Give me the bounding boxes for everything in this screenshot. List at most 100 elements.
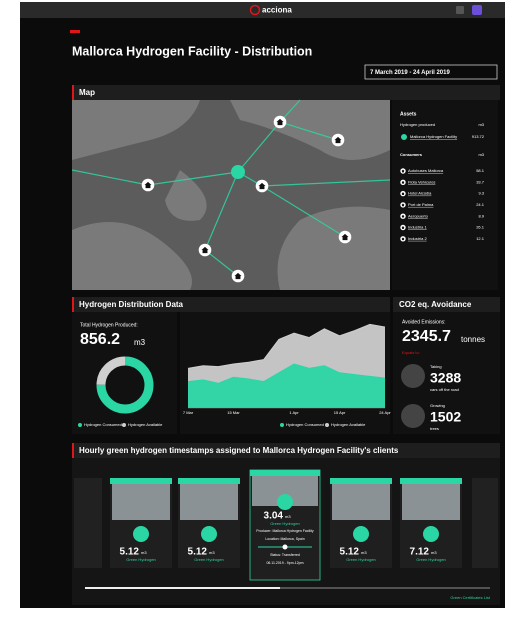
unit: m3 — [478, 122, 484, 127]
card-icon — [201, 526, 217, 542]
avoided-value: 2345.7 — [402, 328, 451, 345]
section-title: Hydrogen Distribution Data — [79, 300, 184, 309]
consumer-icon — [400, 214, 405, 219]
brand: acciona — [262, 6, 292, 15]
card-label: Green Hydrogen — [416, 557, 446, 562]
consumer-name[interactable]: Industria 2 — [408, 236, 427, 241]
card-partial — [472, 478, 498, 568]
consumer-icon — [400, 180, 405, 185]
card-value: 5.12 — [188, 547, 208, 558]
card-value: 7.12 — [410, 547, 430, 558]
card-label: Green Hydrogen — [346, 557, 376, 562]
producer-name[interactable]: Mallorca Hydrogen Facility — [410, 134, 457, 139]
consumer-icon — [400, 225, 405, 230]
legend-swatch — [325, 423, 329, 427]
x-tick-label: 15 Apr — [334, 410, 346, 415]
produced-label: Hydrogen produced — [400, 122, 435, 127]
legend-swatch — [280, 423, 284, 427]
map-pin[interactable] — [232, 270, 245, 283]
producer-pin[interactable] — [231, 165, 245, 179]
x-tick-label: 7 Mar — [183, 410, 194, 415]
card-partial — [74, 478, 102, 568]
card-header — [330, 478, 392, 484]
consumer-name[interactable]: Aeropuerto — [408, 213, 429, 218]
notifications[interactable] — [456, 6, 464, 14]
map-pin[interactable] — [339, 231, 352, 244]
section-header — [72, 85, 500, 100]
accent — [72, 85, 74, 100]
card-detail: 06.11.2019 - 9pm-12pm — [266, 561, 303, 565]
card-label: Green Hydrogen — [270, 521, 300, 526]
total-label: Total Hydrogen Produced: — [80, 322, 138, 328]
card-value: 3.04 — [264, 511, 284, 522]
accent — [72, 443, 74, 458]
assets-title: Assets — [400, 111, 417, 117]
consumer-icon — [400, 236, 405, 241]
consumer-value: 12.1 — [476, 236, 485, 241]
card-detail: Producer: Mallorca Hydrogen Facility — [256, 529, 314, 533]
certificates-link[interactable]: Green Certificates List — [450, 595, 490, 600]
card-unit: m3 — [361, 550, 367, 555]
total-unit: m3 — [134, 338, 146, 347]
cars-label: Taking — [430, 364, 442, 369]
section-title: CO2 eq. Avoidance — [399, 300, 472, 309]
map-pin[interactable] — [142, 179, 155, 192]
consumer-name[interactable]: Hotel Alcúdia — [408, 191, 432, 196]
map-pin[interactable] — [274, 116, 287, 129]
card-header — [400, 478, 462, 484]
map-pin[interactable] — [199, 244, 212, 257]
card-icon — [277, 494, 293, 510]
card-slider-knob[interactable] — [283, 545, 288, 550]
card-label: Green Hydrogen — [126, 557, 156, 562]
x-tick-label: 24 Apr — [379, 410, 391, 415]
dashboard: acciona Mallorca Hydrogen Facility - Dis… — [0, 0, 526, 628]
section-title: Map — [79, 88, 95, 97]
x-tick-label: 1 Apr — [289, 410, 299, 415]
card-header — [178, 478, 240, 484]
section-title: Hourly green hydrogen timestamps assigne… — [79, 446, 399, 455]
consumer-name[interactable]: Autobuses Mallorca — [408, 168, 444, 173]
legend-label: Hydrogen Available — [128, 422, 163, 427]
x-tick-label: 15 Mar — [227, 410, 240, 415]
consumer-icon — [400, 168, 405, 173]
card-value: 5.12 — [120, 547, 140, 558]
card-unit: m3 — [285, 514, 291, 519]
map-pin[interactable] — [332, 134, 345, 147]
card-list: 5.12m3Green Hydrogen5.12m3Green Hydrogen… — [110, 470, 462, 580]
card-unit: m3 — [431, 550, 437, 555]
card-header — [250, 470, 320, 476]
card-detail: Location: Mallorca, Spain — [265, 537, 304, 541]
tree-icon — [401, 404, 425, 428]
legend-label: Hydrogen Available — [331, 422, 366, 427]
consumer-name[interactable]: Port de Palma — [408, 202, 434, 207]
map-pin[interactable] — [256, 180, 269, 193]
consumer-value: 26.1 — [476, 225, 485, 230]
legend-swatch — [78, 423, 82, 427]
card-header — [110, 478, 172, 484]
equals-label: Equals to: — [402, 350, 420, 355]
consumer-value: 33.7 — [476, 179, 485, 184]
trees-text: trees — [430, 426, 439, 431]
card-label: Green Hydrogen — [194, 557, 224, 562]
consumer-value: 24.1 — [476, 202, 485, 207]
producer-icon — [401, 134, 407, 140]
total-value: 856.2 — [80, 331, 120, 348]
avoided-unit: tonnes — [461, 335, 485, 344]
page-title: Mallorca Hydrogen Facility - Distributio… — [72, 44, 312, 58]
card-image — [332, 484, 390, 520]
producer-value: 913.72 — [472, 134, 485, 139]
consumer-name[interactable]: Flota Vehículos — [408, 179, 435, 184]
avoided-label: Avoided Emissions: — [402, 319, 446, 325]
consumer-value: 8.9 — [478, 213, 484, 218]
consumers-label: Consumers — [400, 152, 423, 157]
user-avatar[interactable] — [472, 5, 482, 15]
unit: m3 — [478, 152, 484, 157]
consumer-value: 9.3 — [478, 191, 484, 196]
consumer-name[interactable]: Industria 1 — [408, 225, 427, 230]
car-icon — [401, 364, 425, 388]
card-unit: m3 — [209, 550, 215, 555]
cars-value: 3288 — [430, 370, 461, 386]
legend-swatch — [122, 423, 126, 427]
consumer-icon — [400, 191, 405, 196]
card-image — [180, 484, 238, 520]
